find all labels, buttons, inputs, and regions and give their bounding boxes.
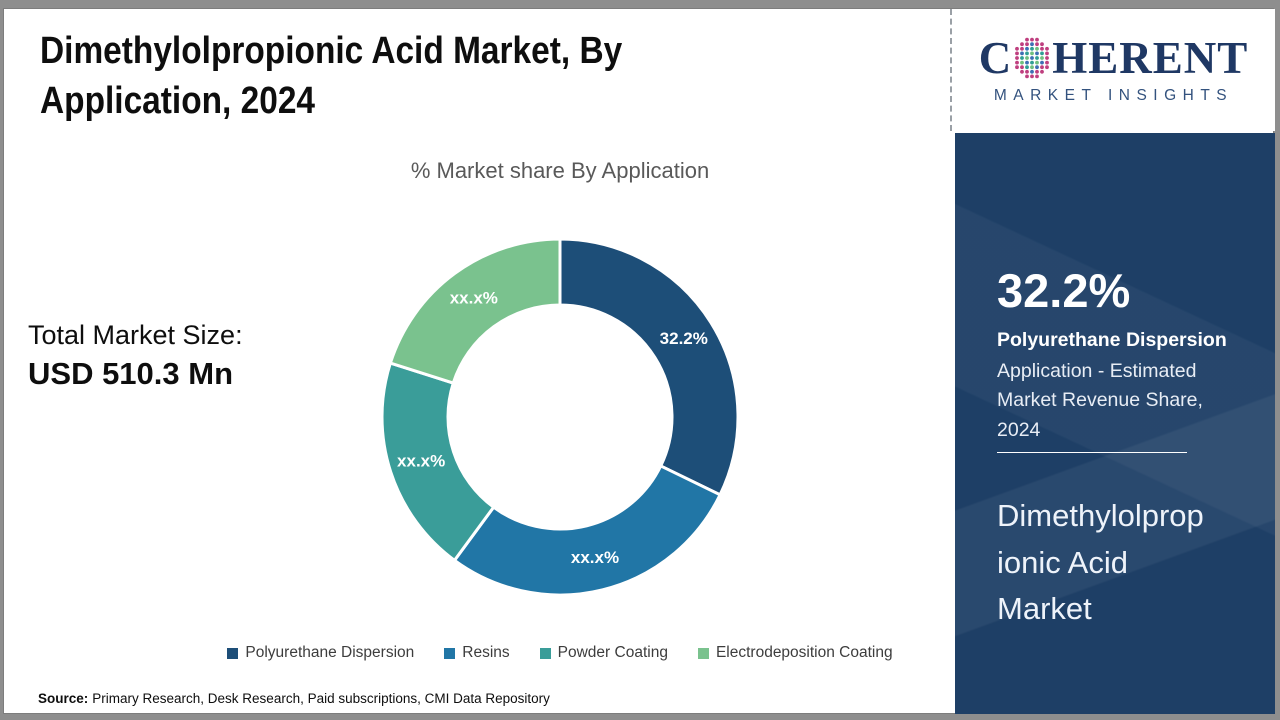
globe-dot [1025, 69, 1030, 74]
logo-letters-rest: HERENT [1052, 32, 1249, 83]
globe-dot [1030, 69, 1035, 74]
sidebar-stat-value: 32.2% [997, 264, 1131, 317]
legend-label: Powder Coating [557, 644, 668, 661]
globe-dot [1015, 46, 1020, 51]
page-title-line2: Application, 2024 [40, 80, 316, 123]
legend-swatch [697, 647, 709, 659]
globe-dot [1020, 51, 1025, 56]
coherent-logo-wordmark: C HERENT [978, 32, 1249, 83]
total-market-size: Total Market Size: USD 510.3 Mn [28, 320, 243, 392]
globe-dot [1015, 56, 1020, 60]
sidebar-market-name-line2: ionic Acid [997, 544, 1128, 580]
sidebar-market-name-line3: Market [997, 591, 1092, 626]
globe-dot [1040, 56, 1045, 60]
globe-dot [1030, 56, 1035, 60]
legend-label: Resins [462, 644, 510, 661]
globe-dot [1020, 65, 1025, 70]
globe-dot [1030, 51, 1035, 56]
globe-dot [1025, 42, 1030, 47]
globe-dot [1020, 69, 1025, 74]
globe-dot [1040, 60, 1045, 65]
sidebar-stat-description: Application - Estimated Market Revenue S… [997, 360, 1203, 441]
globe-dot [1040, 46, 1045, 51]
dotted-globe-icon [1015, 37, 1050, 79]
globe-dot [1035, 42, 1040, 47]
legend-item: Resins [444, 644, 510, 662]
donut-label: 32.2% [660, 329, 708, 348]
globe-dot [1030, 46, 1035, 51]
page-title: Dimethylolpropionic Acid Market, By Appl… [40, 26, 622, 126]
donut-segment-electrodeposition-coating [388, 237, 562, 385]
donut-chart: 32.2% xx.x% xx.x% xx.x% [380, 237, 740, 597]
globe-dot [1030, 74, 1035, 79]
donut-label: xx.x% [571, 548, 619, 567]
globe-dot [1040, 51, 1045, 56]
chart-legend: Polyurethane Dispersion Resins Powder Coat… [60, 644, 1060, 662]
legend-label: Electrodeposition Coating [715, 644, 893, 661]
globe-dot [1025, 46, 1030, 51]
globe-dot [1035, 65, 1040, 70]
source-text: Primary Research, Desk Research, Paid su… [92, 691, 550, 706]
coherent-logo-tagline: MARKET INSIGHTS [993, 86, 1234, 104]
globe-dot [1025, 37, 1030, 42]
total-market-size-value: USD 510.3 Mn [28, 356, 234, 391]
globe-dot [1045, 60, 1050, 65]
globe-dot [1030, 42, 1035, 47]
globe-dot [1025, 60, 1030, 65]
page-title-line1: Dimethylolpropionic Acid Market, By [40, 30, 623, 72]
legend-item: Electrodeposition Coating [697, 644, 893, 662]
globe-dot [1025, 56, 1030, 60]
legend-swatch [539, 647, 551, 659]
globe-dot [1040, 42, 1045, 47]
globe-dot [1015, 60, 1020, 65]
legend-swatch [227, 647, 239, 659]
source-label: Source: [38, 691, 89, 706]
globe-dot [1025, 65, 1030, 70]
globe-dot [1045, 65, 1050, 70]
globe-dot [1045, 46, 1050, 51]
globe-dot [1020, 42, 1025, 47]
globe-dot [1025, 51, 1030, 56]
globe-dot [1030, 65, 1035, 70]
globe-dot [1030, 37, 1035, 42]
total-market-size-label: Total Market Size: [28, 320, 243, 350]
sidebar-market-name-line1: Dimethylolprop [997, 498, 1204, 533]
legend-swatch [444, 647, 456, 659]
globe-dot [1015, 51, 1020, 56]
sidebar-divider [997, 452, 1187, 453]
globe-dot [1035, 69, 1040, 74]
globe-dot [1035, 37, 1040, 42]
legend-label: Polyurethane Dispersion [245, 644, 415, 661]
globe-dot [1040, 69, 1045, 74]
globe-dot [1035, 74, 1040, 79]
globe-dot [1025, 74, 1030, 79]
logo-letter-c: C [978, 32, 1013, 83]
donut-label: xx.x% [397, 452, 445, 471]
globe-dot [1020, 60, 1025, 65]
globe-dot [1020, 56, 1025, 60]
chart-title: % Market share By Application [410, 158, 710, 183]
globe-dot [1035, 60, 1040, 65]
globe-dot [1015, 65, 1020, 70]
donut-label: xx.x% [450, 289, 498, 308]
sidebar-panel: 32.2% Polyurethane Dispersion Applicatio… [955, 133, 1275, 714]
globe-dot [1040, 65, 1045, 70]
globe-dot [1035, 46, 1040, 51]
donut-segment-polyurethane-dispersion [558, 237, 740, 497]
globe-dot [1045, 51, 1050, 56]
globe-dot [1045, 56, 1050, 60]
globe-dot [1035, 56, 1040, 60]
globe-dot [1020, 46, 1025, 51]
globe-dot [1030, 60, 1035, 65]
globe-dot [1035, 51, 1040, 56]
legend-item: Powder Coating [539, 644, 668, 662]
source-note: Source: Primary Research, Desk Research, … [38, 691, 550, 706]
legend-item: Polyurethane Dispersion [227, 644, 414, 662]
sidebar-stat-segment: Polyurethane Dispersion [997, 329, 1227, 351]
coherent-logo: C HERENT MARKET INSIGHTS [950, 9, 1275, 131]
donut-segment-resins [452, 463, 723, 597]
sidebar-market-name: Dimethylolprop ionic Acid Market [997, 493, 1204, 633]
